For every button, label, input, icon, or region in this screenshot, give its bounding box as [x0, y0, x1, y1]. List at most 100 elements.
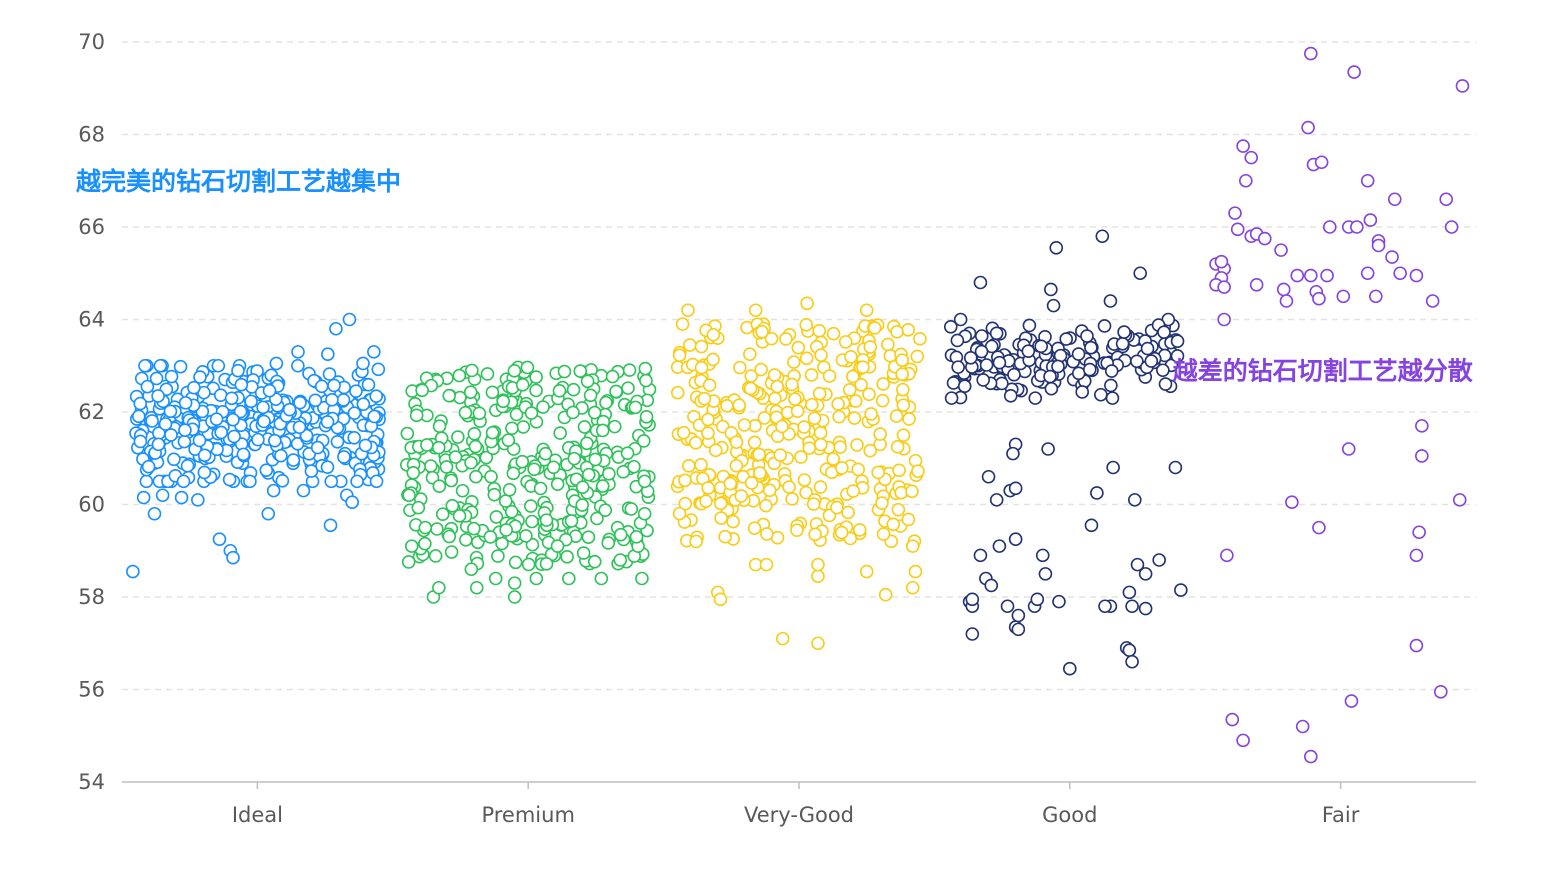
data-point-premium[interactable]: [451, 430, 465, 444]
data-point-premium[interactable]: [627, 459, 641, 474]
data-point-very-good[interactable]: [794, 450, 808, 464]
data-point-premium[interactable]: [516, 420, 531, 434]
data-point-ideal[interactable]: [256, 400, 270, 415]
data-point-premium[interactable]: [525, 514, 539, 529]
data-point-ideal[interactable]: [329, 321, 343, 336]
data-point-fair[interactable]: [1360, 173, 1375, 188]
data-point-premium[interactable]: [539, 513, 554, 527]
data-point-fair[interactable]: [1217, 280, 1231, 294]
data-point-good[interactable]: [974, 344, 989, 359]
data-point-fair[interactable]: [1425, 294, 1440, 308]
data-point-premium[interactable]: [442, 388, 457, 403]
data-point-very-good[interactable]: [762, 483, 777, 498]
data-point-very-good[interactable]: [834, 525, 849, 540]
data-point-very-good[interactable]: [759, 498, 773, 513]
data-point-fair[interactable]: [1239, 173, 1253, 188]
data-point-premium[interactable]: [624, 502, 639, 516]
data-point-very-good[interactable]: [720, 398, 734, 413]
data-point-fair[interactable]: [1249, 278, 1264, 292]
data-point-very-good[interactable]: [753, 466, 767, 480]
data-point-very-good[interactable]: [682, 458, 696, 473]
data-point-ideal[interactable]: [325, 393, 339, 407]
data-point-premium[interactable]: [601, 536, 616, 550]
data-point-premium[interactable]: [529, 370, 543, 384]
data-point-very-good[interactable]: [681, 303, 695, 318]
data-point-good[interactable]: [1095, 229, 1110, 244]
data-point-good[interactable]: [981, 469, 996, 484]
data-point-fair[interactable]: [1304, 749, 1318, 764]
data-point-premium[interactable]: [580, 436, 594, 451]
data-point-fair[interactable]: [1320, 268, 1334, 283]
data-point-very-good[interactable]: [910, 349, 925, 364]
data-point-very-good[interactable]: [833, 440, 848, 454]
data-point-very-good[interactable]: [826, 452, 841, 466]
data-point-premium[interactable]: [620, 446, 635, 460]
data-point-very-good[interactable]: [702, 378, 717, 392]
data-point-good[interactable]: [1152, 553, 1166, 567]
data-point-premium[interactable]: [550, 539, 565, 553]
data-point-very-good[interactable]: [670, 385, 685, 400]
data-point-fair[interactable]: [1236, 733, 1250, 748]
data-point-ideal[interactable]: [153, 358, 168, 373]
data-point-very-good[interactable]: [791, 340, 806, 355]
data-point-very-good[interactable]: [875, 393, 890, 408]
data-point-premium[interactable]: [485, 425, 500, 440]
data-point-premium[interactable]: [594, 571, 609, 586]
data-point-ideal[interactable]: [345, 495, 359, 509]
data-point-very-good[interactable]: [901, 512, 916, 527]
data-point-premium[interactable]: [455, 483, 470, 498]
data-point-ideal[interactable]: [296, 483, 311, 498]
data-point-ideal[interactable]: [367, 345, 381, 359]
data-point-very-good[interactable]: [895, 353, 909, 367]
data-point-good[interactable]: [953, 312, 968, 327]
data-point-good[interactable]: [1034, 339, 1048, 354]
data-point-good[interactable]: [1083, 362, 1097, 377]
data-point-ideal[interactable]: [349, 384, 363, 398]
data-point-premium[interactable]: [602, 467, 616, 481]
data-point-premium[interactable]: [464, 562, 479, 577]
data-point-very-good[interactable]: [675, 317, 690, 331]
data-point-very-good[interactable]: [826, 326, 841, 341]
data-point-very-good[interactable]: [734, 489, 749, 503]
data-point-very-good[interactable]: [850, 438, 864, 452]
data-point-premium[interactable]: [639, 409, 654, 424]
data-point-fair[interactable]: [1344, 694, 1359, 708]
data-point-premium[interactable]: [431, 440, 446, 455]
data-point-good[interactable]: [951, 360, 965, 374]
data-point-fair[interactable]: [1409, 268, 1424, 283]
data-point-good[interactable]: [965, 592, 980, 607]
data-point-premium[interactable]: [509, 407, 524, 422]
data-point-premium[interactable]: [622, 363, 637, 377]
data-point-very-good[interactable]: [759, 557, 774, 572]
data-point-ideal[interactable]: [138, 358, 152, 373]
data-point-very-good[interactable]: [708, 443, 723, 458]
data-point-premium[interactable]: [590, 511, 604, 526]
data-point-ideal[interactable]: [257, 414, 271, 429]
data-point-premium[interactable]: [485, 385, 500, 400]
data-point-ideal[interactable]: [356, 397, 371, 411]
data-point-very-good[interactable]: [701, 426, 715, 440]
data-point-ideal[interactable]: [314, 379, 329, 394]
data-point-good[interactable]: [1011, 622, 1026, 637]
data-point-ideal[interactable]: [261, 506, 276, 521]
data-point-fair[interactable]: [1433, 685, 1448, 699]
data-point-ideal[interactable]: [176, 474, 191, 489]
data-point-good[interactable]: [992, 539, 1007, 553]
data-point-ideal[interactable]: [226, 412, 240, 427]
data-point-ideal[interactable]: [149, 371, 164, 386]
data-point-premium[interactable]: [519, 529, 533, 543]
data-point-fair[interactable]: [1322, 220, 1337, 234]
data-point-fair[interactable]: [1285, 495, 1299, 509]
data-point-very-good[interactable]: [683, 338, 697, 352]
data-point-good[interactable]: [1052, 594, 1066, 609]
data-point-premium[interactable]: [484, 469, 498, 484]
data-point-premium[interactable]: [507, 590, 522, 604]
data-point-very-good[interactable]: [896, 382, 910, 397]
data-point-premium[interactable]: [576, 546, 591, 560]
data-point-good[interactable]: [1006, 446, 1020, 461]
data-point-ideal[interactable]: [292, 420, 307, 435]
data-point-very-good[interactable]: [846, 484, 861, 498]
data-point-ideal[interactable]: [361, 377, 376, 392]
data-point-very-good[interactable]: [748, 303, 763, 318]
data-point-good[interactable]: [1021, 344, 1036, 358]
